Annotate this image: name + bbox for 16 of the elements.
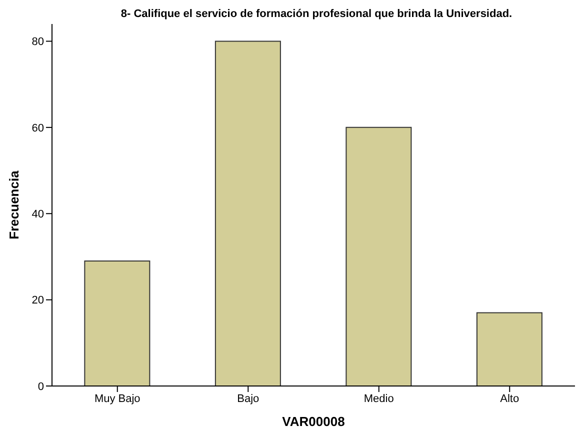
y-tick-label: 60 bbox=[32, 122, 44, 134]
y-axis-title: Frecuencia bbox=[6, 170, 22, 240]
bar bbox=[84, 260, 150, 386]
bar bbox=[476, 312, 542, 386]
y-tick-label: 40 bbox=[32, 208, 44, 221]
chart-title: 8- Califique el servicio de formación profesional que brinda la Universidad. bbox=[120, 8, 514, 22]
x-tick-label: Alto bbox=[500, 392, 520, 405]
y-tick-label: 80 bbox=[32, 36, 44, 48]
y-tick-label: 20 bbox=[32, 294, 44, 307]
y-tick-label: 0 bbox=[38, 380, 44, 393]
bar bbox=[214, 40, 281, 386]
bar bbox=[346, 126, 412, 386]
x-tick-label: Bajo bbox=[237, 392, 260, 405]
x-tick-label: Medio bbox=[364, 392, 394, 405]
x-tick-label: Muy Bajo bbox=[94, 392, 140, 405]
x-axis-title: VAR00008 bbox=[282, 414, 345, 429]
